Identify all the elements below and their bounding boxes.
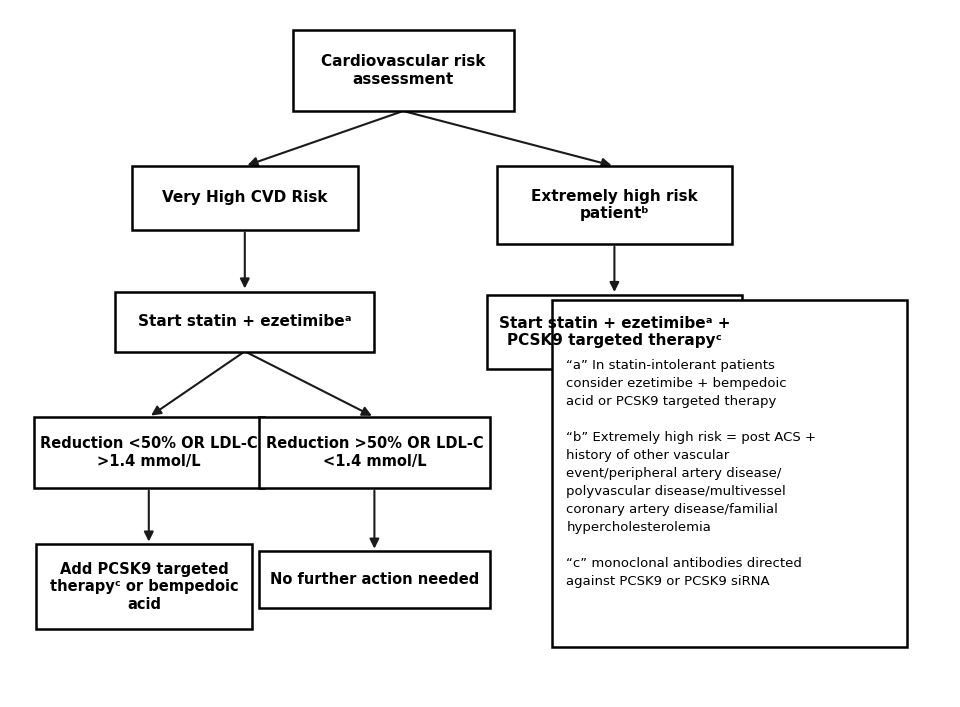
Text: Very High CVD Risk: Very High CVD Risk [162, 190, 327, 206]
Text: Add PCSK9 targeted
therapyᶜ or bempedoic
acid: Add PCSK9 targeted therapyᶜ or bempedoic… [50, 562, 238, 612]
FancyBboxPatch shape [259, 551, 490, 608]
FancyBboxPatch shape [115, 291, 374, 351]
Text: Start statin + ezetimibeᵃ +
PCSK9 targeted therapyᶜ: Start statin + ezetimibeᵃ + PCSK9 target… [498, 316, 731, 349]
FancyBboxPatch shape [259, 417, 490, 488]
FancyBboxPatch shape [552, 300, 907, 647]
Text: Reduction >50% OR LDL-C
<1.4 mmol/L: Reduction >50% OR LDL-C <1.4 mmol/L [266, 436, 483, 469]
Text: Cardiovascular risk
assessment: Cardiovascular risk assessment [321, 54, 486, 87]
FancyBboxPatch shape [132, 166, 357, 230]
FancyBboxPatch shape [34, 417, 264, 488]
Text: Start statin + ezetimibeᵃ: Start statin + ezetimibeᵃ [138, 314, 351, 329]
FancyBboxPatch shape [36, 544, 252, 629]
Text: Reduction <50% OR LDL-C
>1.4 mmol/L: Reduction <50% OR LDL-C >1.4 mmol/L [40, 436, 257, 469]
Text: “a” In statin-intolerant patients
consider ezetimibe + bempedoic
acid or PCSK9 t: “a” In statin-intolerant patients consid… [566, 359, 816, 588]
Text: Extremely high risk
patientᵇ: Extremely high risk patientᵇ [531, 189, 698, 221]
FancyBboxPatch shape [497, 166, 732, 244]
Text: No further action needed: No further action needed [270, 572, 479, 588]
FancyBboxPatch shape [488, 296, 741, 369]
FancyBboxPatch shape [293, 30, 514, 111]
